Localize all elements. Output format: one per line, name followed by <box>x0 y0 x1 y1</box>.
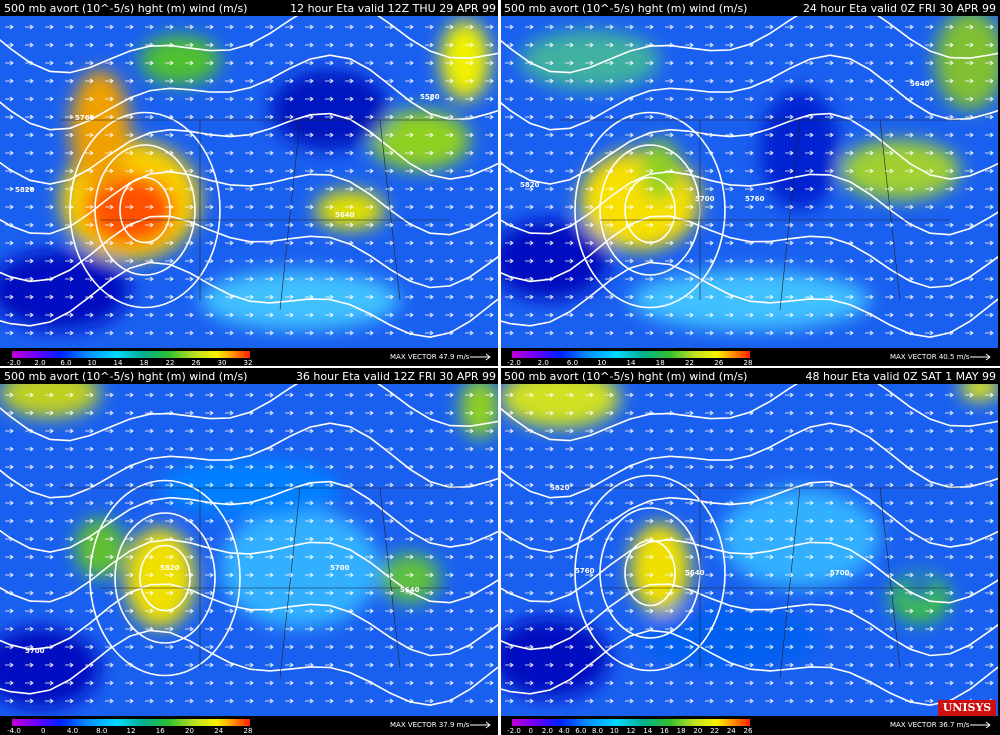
colorbar-label: 18 <box>677 727 686 735</box>
colorbar-label: -2.0 <box>507 727 521 735</box>
panel-valid-time: 24 hour Eta valid 0Z FRI 30 APR 99 <box>803 2 996 15</box>
colorbar-label: 28 <box>244 727 253 735</box>
contour-label: 5700 <box>830 569 850 577</box>
colorbar-label: 24 <box>214 727 223 735</box>
colorbar-label: -4.0 <box>7 727 21 735</box>
colorbar-label: 26 <box>714 359 723 367</box>
contour-label: 5700 <box>25 647 45 655</box>
map-area: 5820 5760 5640 5580 <box>0 16 498 348</box>
wind-vectors <box>500 16 998 348</box>
logo-box <box>938 700 996 716</box>
colorbar <box>12 719 250 726</box>
contour-label: 5700 <box>695 195 715 203</box>
colorbar-label: 28 <box>744 359 753 367</box>
colorbar-label: 18 <box>140 359 149 367</box>
panel-valid-time: 36 hour Eta valid 12Z FRI 30 APR 99 <box>296 370 496 383</box>
colorbar-label: 16 <box>156 727 165 735</box>
panel-title: 500 mb avort (10^-5/s) hght (m) wind (m/… <box>4 370 247 383</box>
map-area: 5700 5820 5640 5700 <box>0 384 498 716</box>
colorbar-label: 8.0 <box>592 727 603 735</box>
logo: UNISYS <box>943 701 992 714</box>
colorbar-label: 26 <box>192 359 201 367</box>
wind-vectors <box>500 384 998 716</box>
max-vector: MAX VECTOR 47.9 m/s <box>390 353 470 361</box>
panel-title: 500 mb avort (10^-5/s) hght (m) wind (m/… <box>4 2 247 15</box>
panel-divider <box>0 366 1000 368</box>
colorbar-label: 22 <box>166 359 175 367</box>
colorbar-label: 10 <box>610 727 619 735</box>
contour-label: 5820 <box>160 564 180 572</box>
max-vector: MAX VECTOR 37.9 m/s <box>390 721 470 729</box>
colorbar-label: 20 <box>185 727 194 735</box>
contour-label: 5640 <box>910 80 930 88</box>
colorbar-label: 26 <box>744 727 753 735</box>
colorbar-label: 2.0 <box>542 727 553 735</box>
colorbar-label: -2.0 <box>7 359 21 367</box>
colorbar-label: 14 <box>114 359 123 367</box>
colorbar <box>512 351 750 358</box>
colorbar-label: 8.0 <box>96 727 107 735</box>
contour-label: 5760 <box>745 195 765 203</box>
map-area: 5820 5700 5760 5640 <box>500 16 998 348</box>
colorbar-label: 4.0 <box>67 727 78 735</box>
colorbar-label: 14 <box>627 359 636 367</box>
colorbar-label: 30 <box>218 359 227 367</box>
colorbar <box>12 351 250 358</box>
colorbar-label: 20 <box>693 727 702 735</box>
forecast-panel: 5700 5820 5640 5700 500 mb avort (10^-5/s) h… <box>0 370 498 735</box>
contour-label: 5760 <box>575 567 595 575</box>
colorbar-label: 22 <box>685 359 694 367</box>
colorbar-label: 2.0 <box>34 359 45 367</box>
panel-title: 500 mb avort (10^-5/s) hght (m) wind (m/… <box>504 2 747 15</box>
contour-label: 5640 <box>400 586 420 594</box>
max-vector-arrow <box>470 721 491 729</box>
wind-vectors <box>0 16 498 348</box>
contour-label: 5700 <box>330 564 350 572</box>
contour-label: 5820 <box>15 186 35 194</box>
colorbar-label: 18 <box>656 359 665 367</box>
forecast-panel: 5820 5760 5640 5580 500 mb avort (10^-5/s) h… <box>0 2 498 367</box>
colorbar-label: 24 <box>727 727 736 735</box>
colorbar-label: 10 <box>597 359 606 367</box>
contour-label: 5820 <box>520 181 540 189</box>
colorbar-label: 2.0 <box>538 359 549 367</box>
colorbar-label: 14 <box>643 727 652 735</box>
colorbar-label: 6.0 <box>60 359 71 367</box>
max-vector-arrow <box>970 353 991 361</box>
panel-valid-time: 48 hour Eta valid 0Z SAT 1 MAY 99 <box>805 370 996 383</box>
map-area: 5760 5640 5820 5700 <box>500 384 998 716</box>
colorbar-label: 22 <box>710 727 719 735</box>
panel-title: 500 mb avort (10^-5/s) hght (m) wind (m/… <box>504 370 747 383</box>
colorbar-label: 12 <box>627 727 636 735</box>
wind-vectors <box>0 384 498 716</box>
colorbar-label: 12 <box>127 727 136 735</box>
colorbar-label: 4.0 <box>559 727 570 735</box>
panel-valid-time: 12 hour Eta valid 12Z THU 29 APR 99 <box>290 2 496 15</box>
max-vector-arrow <box>970 721 991 729</box>
colorbar-label: 16 <box>660 727 669 735</box>
contour-label: 5580 <box>420 93 440 101</box>
colorbar-label: 6.0 <box>567 359 578 367</box>
colorbar-label: -2.0 <box>507 359 521 367</box>
colorbar-label: 32 <box>244 359 253 367</box>
contour-label: 5820 <box>550 484 570 492</box>
max-vector: MAX VECTOR 36.7 m/s <box>890 721 970 729</box>
contour-label: 5640 <box>335 211 355 219</box>
colorbar-label: 6.0 <box>575 727 586 735</box>
forecast-panel: 5760 5640 5820 5700 500 mb avort (10^-5/s) h… <box>500 370 998 735</box>
contour-label: 5760 <box>75 114 95 122</box>
colorbar-label: 0 <box>528 727 532 735</box>
max-vector-arrow <box>470 353 491 361</box>
colorbar-label: 0 <box>41 727 45 735</box>
contour-label: 5640 <box>685 569 705 577</box>
colorbar <box>512 719 750 726</box>
forecast-panel: 5820 5700 5760 5640 500 mb avort (10^-5/s) h… <box>500 2 998 367</box>
max-vector: MAX VECTOR 40.5 m/s <box>890 353 970 361</box>
colorbar-label: 10 <box>88 359 97 367</box>
